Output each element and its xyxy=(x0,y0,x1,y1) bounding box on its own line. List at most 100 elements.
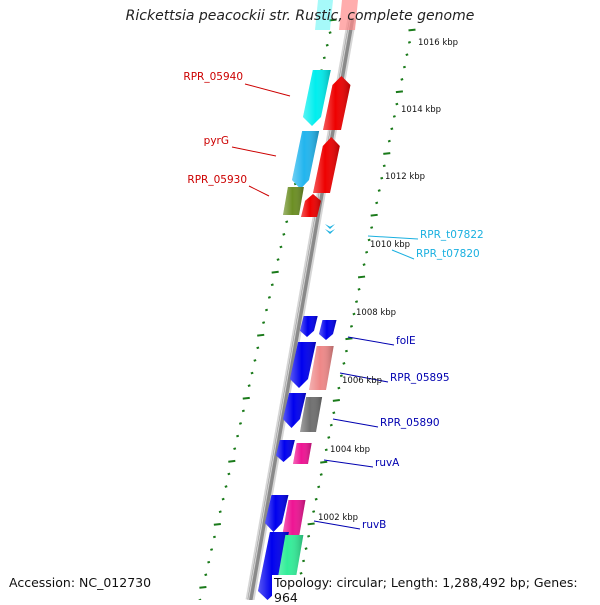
tick-mark xyxy=(328,437,330,438)
tick-mark xyxy=(315,499,317,500)
tick-mark xyxy=(345,351,347,352)
scale-label-1008-kbp: 1008 kbp xyxy=(356,308,396,318)
tick-mark xyxy=(268,297,270,298)
tick-mark xyxy=(396,91,403,92)
tick-mark xyxy=(317,486,319,487)
tick-mark xyxy=(219,511,221,512)
tick-mark xyxy=(371,215,378,216)
scale-label-1004-kbp: 1004 kbp xyxy=(330,445,370,455)
tick-mark xyxy=(375,202,377,203)
scale-label-1012-kbp: 1012 kbp xyxy=(385,172,425,182)
scale-label-1016-kbp: 1016 kbp xyxy=(418,38,458,48)
tick-mark xyxy=(248,385,250,386)
tick-mark xyxy=(308,524,315,525)
gene-shading xyxy=(319,320,337,340)
tick-mark xyxy=(383,165,385,166)
label-leader-line xyxy=(392,250,414,259)
gene-shading xyxy=(283,187,304,215)
tick-mark xyxy=(408,42,410,43)
tick-mark xyxy=(329,32,331,33)
tick-mark xyxy=(320,462,327,463)
gene-shading xyxy=(292,131,319,189)
label-leader-line xyxy=(324,460,373,467)
gene-label-ruvb: ruvB xyxy=(362,519,386,531)
scale-label-1002-kbp: 1002 kbp xyxy=(318,513,358,523)
label-leader-line xyxy=(232,147,276,156)
tick-mark xyxy=(307,536,309,537)
tick-mark xyxy=(406,54,408,55)
tick-mark xyxy=(350,326,352,327)
tick-mark xyxy=(243,398,250,399)
label-leader-line xyxy=(333,419,378,427)
gene-label-rpr_05895: RPR_05895 xyxy=(390,372,450,384)
gene-label-rpr_05940: RPR_05940 xyxy=(183,71,243,83)
tick-mark xyxy=(302,561,304,562)
label-leader-line xyxy=(245,84,290,96)
accession-label: Accession: NC_012730 xyxy=(9,575,151,590)
tick-mark xyxy=(210,549,212,550)
tick-mark xyxy=(199,587,206,588)
tick-mark xyxy=(383,153,390,154)
tick-mark xyxy=(228,461,235,462)
gene-label-ruva: ruvA xyxy=(375,457,400,469)
scale-label-1014-kbp: 1014 kbp xyxy=(401,105,441,115)
tick-mark xyxy=(239,423,241,424)
tick-mark xyxy=(228,474,230,475)
tick-mark xyxy=(320,474,322,475)
tick-mark xyxy=(265,310,267,311)
label-leader-line xyxy=(348,337,394,345)
gene-features xyxy=(258,0,358,600)
tick-mark xyxy=(257,335,264,336)
gene-shading xyxy=(293,443,312,464)
tick-mark xyxy=(262,322,264,323)
tick-mark xyxy=(207,562,209,563)
tick-mark xyxy=(409,30,416,31)
scale-label-1006-kbp: 1006 kbp xyxy=(342,376,382,386)
tick-mark xyxy=(213,537,215,538)
tick-mark xyxy=(343,363,345,364)
tick-mark xyxy=(370,227,372,228)
gene-label-rpr_05890: RPR_05890 xyxy=(380,417,440,429)
gene-shading xyxy=(313,137,340,193)
label-leader-line xyxy=(368,236,418,239)
tick-mark xyxy=(353,314,355,315)
tick-mark xyxy=(378,190,380,191)
tick-mark xyxy=(365,252,367,253)
tick-mark xyxy=(326,45,328,46)
tick-mark xyxy=(271,284,273,285)
tick-mark xyxy=(381,178,383,179)
label-leader-line xyxy=(249,186,269,196)
gene-label-rpr_t07822: RPR_t07822 xyxy=(420,229,484,241)
tick-mark xyxy=(333,412,335,413)
gene-feature-rpr_t07822 xyxy=(325,224,335,229)
gene-feature-rpr_t07820 xyxy=(325,229,335,234)
gene-label-fole: folE xyxy=(396,335,416,347)
tick-mark xyxy=(338,388,340,389)
tick-mark xyxy=(355,301,357,302)
tick-mark xyxy=(233,448,235,449)
tick-mark xyxy=(363,264,365,265)
tick-mark xyxy=(242,410,244,411)
tick-mark xyxy=(280,247,282,248)
gene-label-pyrg: pyrG xyxy=(204,135,229,147)
tick-mark xyxy=(391,128,393,129)
genome-title: Rickettsia peacockii str. Rustic, comple… xyxy=(0,8,600,24)
tick-mark xyxy=(393,116,395,117)
tick-mark xyxy=(251,373,253,374)
tick-mark xyxy=(401,79,403,80)
tick-mark xyxy=(286,221,288,222)
tick-mark xyxy=(323,57,325,58)
tick-mark xyxy=(333,400,340,401)
tick-mark xyxy=(358,289,360,290)
tick-mark xyxy=(305,548,307,549)
tick-mark xyxy=(403,67,405,68)
tick-mark xyxy=(312,511,314,512)
tick-mark xyxy=(236,436,238,437)
scale-label-1010-kbp: 1010 kbp xyxy=(370,240,410,250)
tick-mark xyxy=(257,347,259,348)
tick-mark xyxy=(358,277,365,278)
tick-mark xyxy=(283,234,285,235)
tick-mark xyxy=(345,338,352,339)
